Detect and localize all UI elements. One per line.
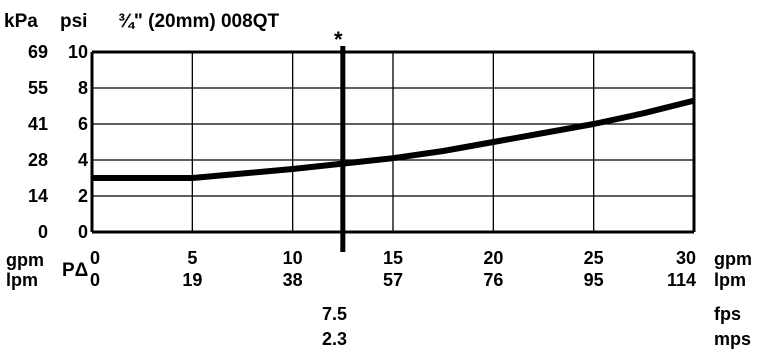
y-tick-psi: 10 [68,42,88,62]
y-unit-kpa: kPa [4,11,38,32]
x-tick-gpm: 15 [383,248,403,268]
y-tick-psi: 6 [78,114,88,134]
y-tick-psi: 8 [78,78,88,98]
mps-value: 2.3 [322,329,347,349]
x-tick-lpm: 76 [483,270,503,290]
x-tick-gpm: 20 [483,248,503,268]
chart-title: ¾" (20mm) 008QT [118,11,279,32]
fps-value: 7.5 [322,304,347,324]
y-unit-psi: psi [60,11,87,32]
right-label-lpm: lpm [714,270,746,290]
fps-unit: fps [714,304,741,324]
y-tick-psi: 0 [78,222,88,242]
x-tick-lpm: 0 [90,270,100,290]
y-axis-labels: 10 8 6 4 2 0 69 55 41 28 14 0 [28,42,88,242]
x-tick-gpm: 5 [187,248,197,268]
left-label-gpm: gpm [6,250,44,270]
x-tick-lpm: 19 [182,270,202,290]
x-tick-lpm: 57 [383,270,403,290]
x-tick-lpm: 114 [667,270,696,290]
x-tick-lpm: 95 [584,270,604,290]
grid [90,50,696,234]
x-tick-lpm: 38 [283,270,303,290]
y-tick-kpa: 69 [28,42,48,62]
x-tick-gpm: 25 [584,248,604,268]
y-tick-kpa: 28 [28,150,48,170]
y-tick-kpa: 41 [28,114,48,134]
y-tick-psi: 2 [78,186,88,206]
marker-symbol: * [334,27,343,52]
y-tick-kpa: 0 [38,222,48,242]
series-line [92,97,695,181]
x-tick-gpm: 10 [283,248,303,268]
mps-unit: mps [714,329,751,349]
delta-p-label: PΔ [62,260,88,281]
y-tick-psi: 4 [78,150,88,170]
x-tick-gpm: 30 [676,248,696,268]
y-tick-kpa: 14 [28,186,48,206]
left-label-lpm: lpm [6,270,38,290]
right-label-gpm: gpm [714,249,752,269]
y-tick-kpa: 55 [28,78,48,98]
x-tick-gpm: 0 [90,248,100,268]
